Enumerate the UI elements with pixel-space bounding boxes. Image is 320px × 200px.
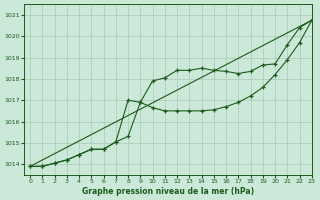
X-axis label: Graphe pression niveau de la mer (hPa): Graphe pression niveau de la mer (hPa) (82, 187, 254, 196)
